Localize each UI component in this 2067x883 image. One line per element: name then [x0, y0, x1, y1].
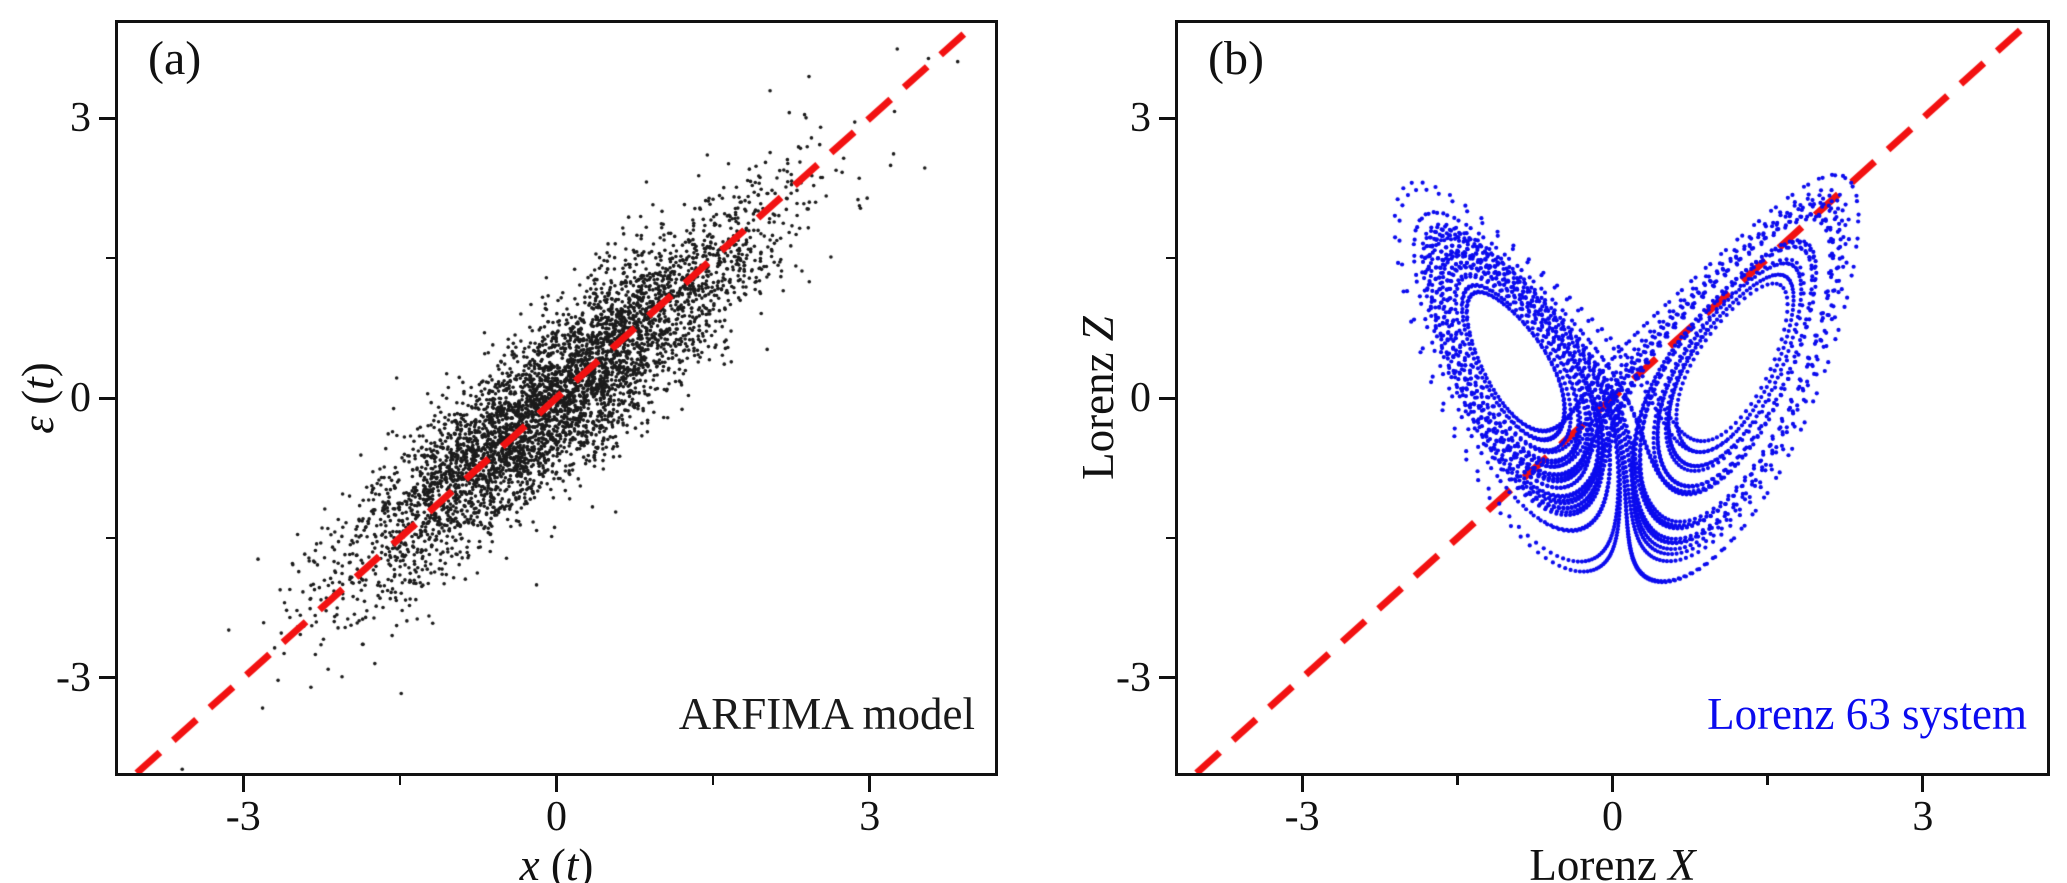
panel-b-y-tick-label: 3 — [1130, 95, 1151, 142]
panel-a-scatter-canvas — [118, 23, 995, 773]
panel-b-y-major-tick — [1159, 116, 1175, 120]
panel-b-plot-box: (b) Lorenz 63 system — [1175, 20, 2050, 776]
panel-b-annotation: Lorenz 63 system — [1707, 689, 2027, 739]
panel-a-y-tick-label: -3 — [56, 654, 91, 701]
panel-a-x-tick-label: 0 — [546, 794, 567, 840]
panel-b-y-axis-title: Lorenz Z — [1073, 316, 1123, 480]
panel-a-plot-box: (a) ARFIMA model — [115, 20, 998, 776]
panel-b-y-minor-tick — [1166, 536, 1175, 540]
panel-a-x-major-tick — [555, 776, 558, 792]
panel-b-x-axis-title: Lorenz X — [1529, 840, 1696, 883]
panel-b-tag: (b) — [1208, 32, 1264, 85]
panel-b-x-minor-tick — [1766, 776, 1769, 785]
panel-b-x-tick-label: 0 — [1602, 794, 1623, 840]
panel-b-x-tick-label: -3 — [1284, 794, 1320, 840]
panel-a-y-major-tick — [99, 676, 115, 680]
panel-b-x-minor-tick — [1456, 776, 1459, 785]
panel-b-scatter-canvas — [1178, 23, 2047, 773]
panel-b-y-minor-tick — [1166, 256, 1175, 260]
panel-b-y-major-tick — [1159, 676, 1175, 680]
panel-a-x-major-tick — [241, 776, 245, 792]
panel-a-y-tick-label: 3 — [70, 95, 91, 142]
panel-a-x-minor-tick — [711, 776, 715, 785]
panel-b-x-major-tick — [1921, 776, 1925, 792]
panel-a-y-tick-label: 0 — [70, 375, 91, 421]
panel-b-x-major-tick — [1611, 776, 1614, 792]
panel-a-annotation: ARFIMA model — [678, 689, 975, 739]
panel-a-x-tick-label: -3 — [225, 794, 261, 840]
panel-a-x-tick-label: 3 — [859, 794, 881, 840]
panel-b-x-major-tick — [1300, 776, 1304, 792]
panel-a-y-minor-tick — [106, 536, 115, 540]
panel-b-y-tick-label: 0 — [1130, 375, 1151, 421]
panel-a-y-major-tick — [99, 396, 115, 400]
panel-a-x-axis-title: x (t) — [519, 840, 594, 883]
panel-a-y-major-tick — [99, 116, 115, 120]
panel-a-y-minor-tick — [106, 256, 115, 260]
panel-b-y-tick-label: -3 — [1116, 654, 1151, 701]
panel-a-y-axis-title: ε (t) — [13, 362, 63, 434]
panel-b-x-tick-label: 3 — [1912, 794, 1934, 840]
panel-a-tag: (a) — [148, 32, 202, 85]
panel-a-x-major-tick — [868, 776, 872, 792]
panel-a-x-minor-tick — [398, 776, 402, 785]
panel-b-y-major-tick — [1159, 396, 1175, 400]
